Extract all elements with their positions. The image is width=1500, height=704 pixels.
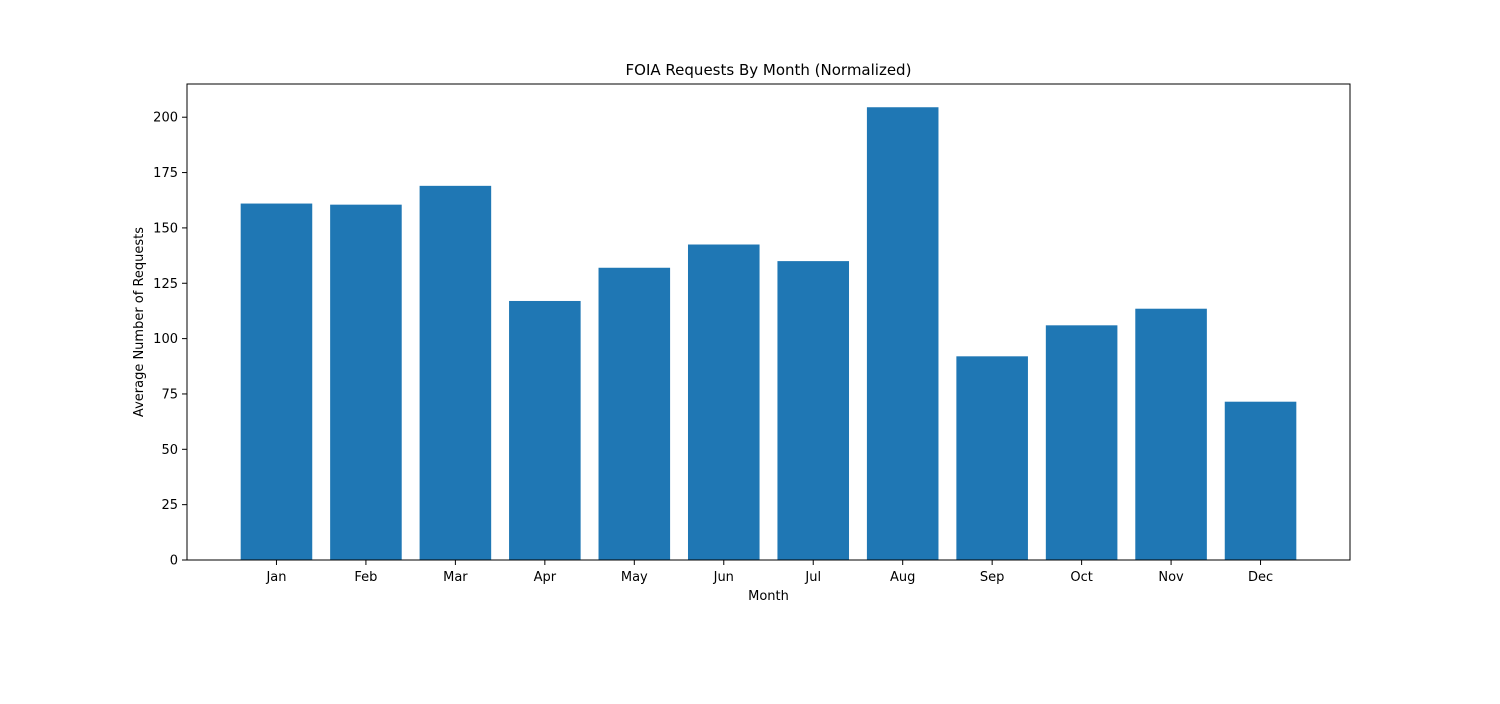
- bar-jun: [687, 244, 760, 560]
- chart-title: FOIA Requests By Month (Normalized): [626, 61, 912, 79]
- bar-aug: [866, 107, 939, 560]
- y-axis-ticks: 0 25 50 75 100 125 150 175 200: [153, 111, 187, 569]
- x-axis-ticks: Jan Feb Mar Apr May Jun Jul Aug Sep Oct Nov Dec: [265, 560, 1273, 585]
- bars: [240, 107, 1297, 561]
- bar-sep: [956, 356, 1028, 560]
- y-tick-label: 125: [153, 277, 178, 292]
- y-tick-label: 175: [153, 166, 178, 181]
- x-axis-label: Month: [748, 589, 789, 604]
- bar-nov: [1135, 308, 1207, 560]
- y-tick-label: 25: [161, 498, 178, 513]
- y-tick-label: 150: [153, 221, 178, 236]
- y-axis-label: Average Number of Requests: [132, 227, 147, 417]
- bar-dec: [1224, 401, 1297, 560]
- x-tick-label-sep: Sep: [980, 570, 1005, 585]
- x-tick-label-aug: Aug: [890, 570, 915, 585]
- x-tick-label-may: May: [621, 570, 648, 585]
- x-tick-label-dec: Dec: [1248, 570, 1273, 585]
- y-tick-label: 100: [153, 332, 178, 347]
- plot-frame: [186, 83, 1351, 561]
- bar-apr: [509, 300, 581, 560]
- x-tick-label-feb: Feb: [354, 570, 377, 585]
- x-tick-label-apr: Apr: [534, 570, 557, 585]
- bar-oct: [1045, 325, 1118, 560]
- x-tick-label-oct: Oct: [1070, 570, 1092, 585]
- y-tick-label: 200: [153, 111, 178, 126]
- x-tick-label-jul: Jul: [804, 570, 821, 585]
- bar-jul: [777, 261, 850, 560]
- x-tick-label-mar: Mar: [443, 570, 468, 585]
- bar-may: [598, 267, 671, 560]
- bar-feb: [330, 204, 402, 560]
- bar-jan: [240, 203, 313, 561]
- y-tick-label: 0: [170, 554, 178, 569]
- x-tick-label-jun: Jun: [713, 570, 734, 585]
- y-tick-label: 75: [161, 387, 178, 402]
- y-tick-label: 50: [161, 443, 178, 458]
- x-tick-label-nov: Nov: [1158, 570, 1184, 585]
- bar-mar: [419, 185, 492, 560]
- x-tick-label-jan: Jan: [265, 570, 286, 585]
